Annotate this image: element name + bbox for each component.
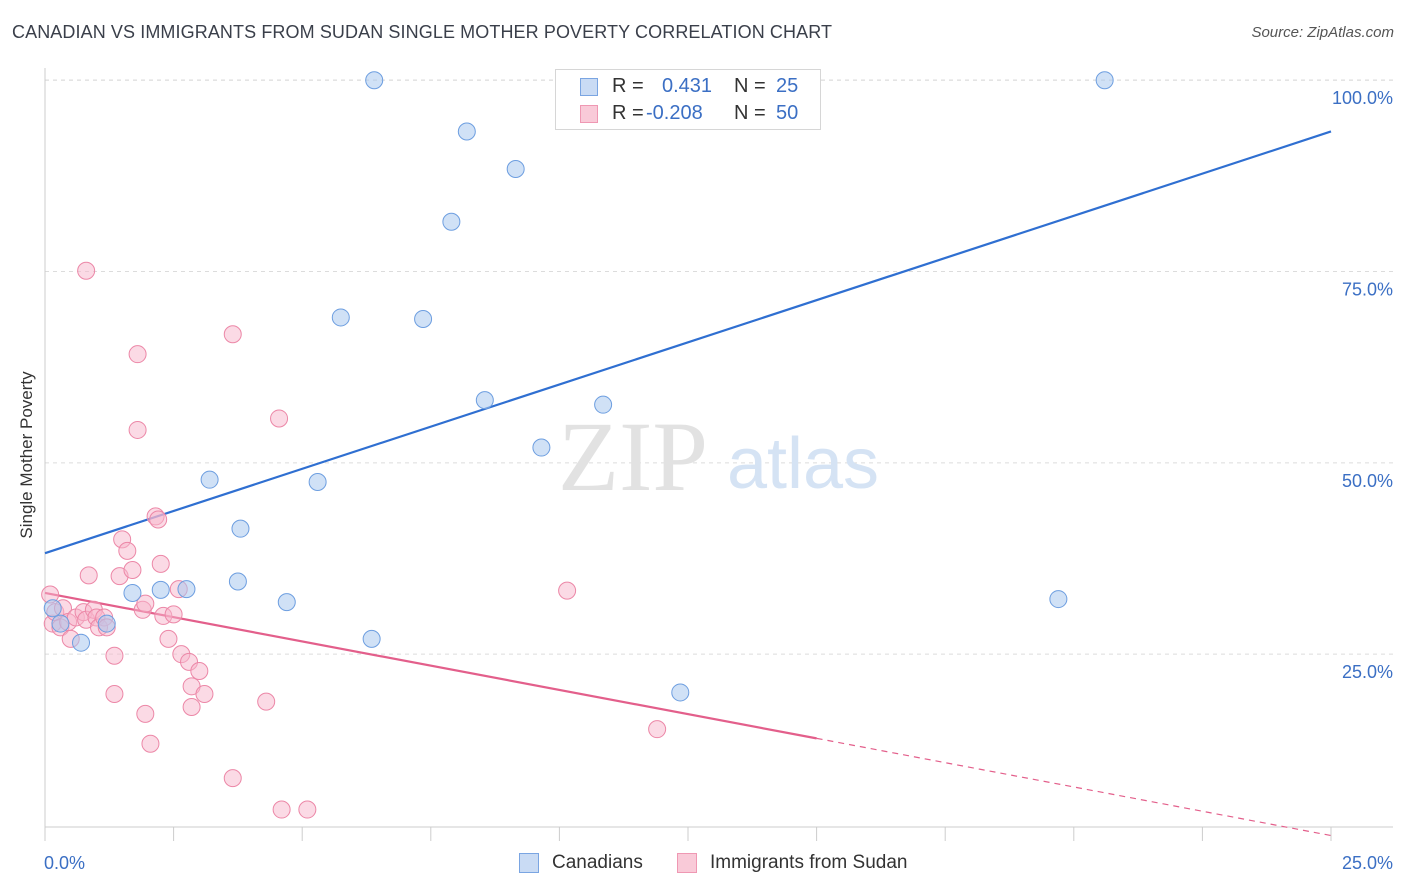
data-point-canadians (51, 614, 70, 633)
data-point-sudan (558, 581, 577, 600)
trendline-sudan-extrapolated (816, 737, 1332, 837)
correlation-legend: R = 0.431 N = 25 R = -0.208 N = 50 (555, 69, 821, 130)
data-point-sudan (298, 800, 317, 819)
gridlines (45, 79, 1393, 655)
y-axis-label: Single Mother Poverty (17, 371, 36, 539)
data-point-sudan (141, 734, 160, 753)
x-tick-label: 25.0% (1342, 853, 1393, 873)
data-point-canadians (365, 71, 384, 90)
data-point-sudan (272, 800, 291, 819)
tick-labels: 25.0% 50.0% 75.0% 100.0% 0.0% 25.0% (44, 88, 1393, 873)
legend-label-sudan: Immigrants from Sudan (710, 852, 908, 873)
data-point-canadians (671, 683, 690, 702)
chart-title: CANADIAN VS IMMIGRANTS FROM SUDAN SINGLE… (12, 22, 833, 42)
data-point-sudan (151, 554, 170, 573)
data-point-canadians (532, 438, 551, 457)
data-point-sudan (195, 684, 214, 703)
data-point-sudan (105, 646, 124, 665)
data-point-sudan (77, 261, 96, 280)
data-point-sudan (128, 345, 147, 364)
legend-r-label: R = (612, 102, 644, 124)
data-point-canadians (475, 391, 494, 410)
legend-n-value: 50 (776, 102, 799, 124)
data-point-sudan (648, 720, 667, 739)
x-tick-label: 0.0% (44, 853, 85, 873)
data-point-sudan (136, 594, 155, 613)
data-point-canadians (72, 633, 91, 652)
axes (44, 68, 1393, 841)
data-point-canadians (97, 614, 116, 633)
legend-swatch-blue (580, 78, 598, 96)
legend-swatch-blue (519, 853, 539, 873)
data-point-sudan (190, 662, 209, 681)
data-point-canadians (1049, 590, 1068, 609)
data-point-canadians (331, 308, 350, 327)
data-point-sudan (223, 325, 242, 344)
data-point-canadians (308, 472, 327, 491)
data-point-canadians (1095, 71, 1114, 90)
data-point-canadians (231, 519, 250, 538)
data-points (41, 71, 1114, 819)
data-point-sudan (164, 605, 183, 624)
data-point-sudan (136, 704, 155, 723)
legend-n-label: N = (734, 75, 766, 97)
data-point-sudan (182, 697, 201, 716)
data-point-canadians (594, 395, 613, 414)
data-point-sudan (128, 420, 147, 439)
source-label: Source: ZipAtlas.com (1251, 24, 1394, 41)
data-point-canadians (177, 580, 196, 599)
data-point-canadians (457, 122, 476, 141)
data-point-sudan (159, 629, 178, 648)
data-point-sudan (123, 560, 142, 579)
data-point-canadians (362, 629, 381, 648)
data-point-canadians (442, 212, 461, 231)
data-point-canadians (123, 583, 142, 602)
legend-r-value: -0.208 (646, 102, 703, 124)
legend-n-label: N = (734, 102, 766, 124)
trendline-canadians (44, 130, 1332, 555)
data-point-canadians (414, 309, 433, 328)
legend-swatch-pink (677, 853, 697, 873)
watermark: ZIP atlas (558, 401, 879, 512)
data-point-canadians (151, 580, 170, 599)
y-tick-label: 50.0% (1342, 471, 1393, 491)
data-point-sudan (79, 566, 98, 585)
data-point-canadians (200, 470, 219, 489)
legend-label-canadians: Canadians (552, 852, 643, 873)
y-tick-label: 75.0% (1342, 280, 1393, 300)
data-point-sudan (257, 692, 276, 711)
data-point-sudan (149, 510, 168, 529)
data-point-sudan (105, 684, 124, 703)
legend-r-value: 0.431 (662, 75, 713, 97)
data-point-canadians (43, 599, 62, 618)
data-point-canadians (506, 159, 525, 178)
data-point-sudan (223, 769, 242, 788)
legend-swatch-pink (580, 105, 598, 123)
y-tick-label: 25.0% (1342, 662, 1393, 682)
data-point-sudan (118, 541, 137, 560)
y-tick-label: 100.0% (1332, 88, 1393, 108)
data-point-sudan (270, 409, 289, 428)
watermark-zip: ZIP (558, 401, 708, 512)
legend-n-value: 25 (776, 75, 799, 97)
watermark-atlas: atlas (727, 424, 879, 504)
data-point-canadians (228, 572, 247, 591)
legend-r-label: R = (612, 75, 644, 97)
data-point-canadians (277, 593, 296, 612)
